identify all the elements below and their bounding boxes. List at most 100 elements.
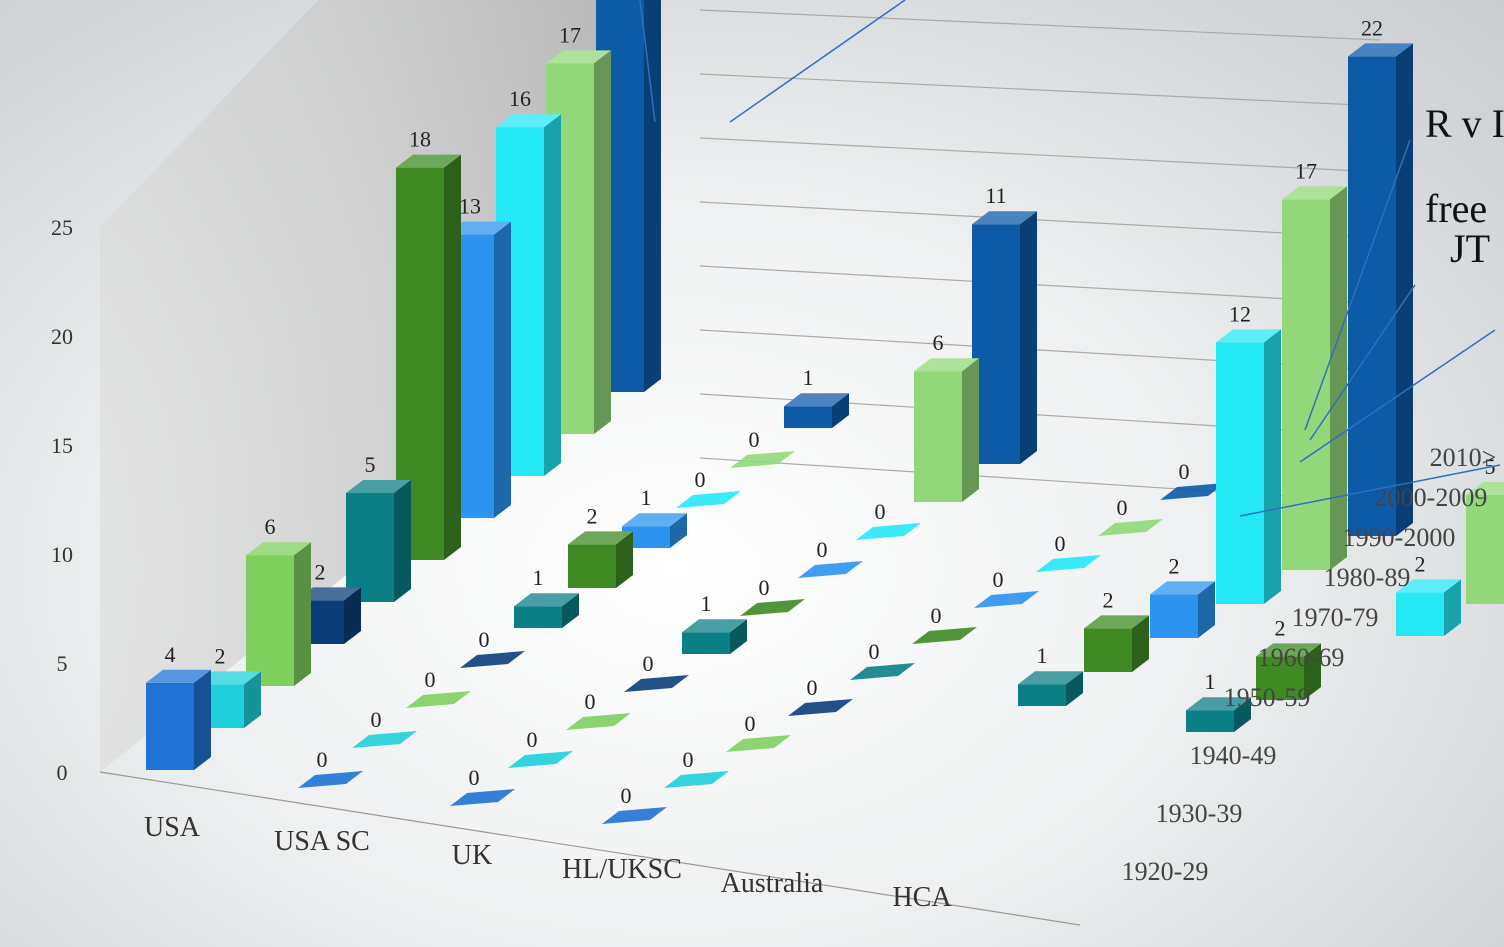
series-label: 2000-2009 [1375,483,1488,512]
data-label: 0 [371,707,382,732]
data-label: 2 [1415,551,1426,576]
gridline [699,73,1381,107]
data-label: 0 [585,689,596,714]
bar-1960-69-HL/UKSC [850,663,915,680]
data-label: 0 [807,675,818,700]
data-label: 4 [165,642,176,667]
bar-1990-2000-UK [856,523,921,540]
data-label: 2 [1103,587,1114,612]
leader-line [729,0,906,123]
data-label: 6 [933,330,944,355]
leader-line [639,0,656,123]
data-label: 1 [803,365,814,390]
leader-line [1304,139,1411,431]
data-label: 17 [1295,158,1317,183]
bar-2000-2009-HCA [1466,482,1504,604]
bar-1930-39-UK [508,751,573,768]
bar-1970-79-HL/UKSC [912,627,977,644]
category-label: USA SC [274,826,370,857]
category-label: HL/UKSC [562,854,682,885]
gridlines [99,9,1381,926]
bar-1980-89-USA SC [622,513,687,548]
data-label: 0 [317,747,328,772]
y-tick-label: 20 [51,324,73,349]
bar-1950-59-UK [624,675,689,692]
series-label: 1980-89 [1324,563,1411,592]
y-tick-label: 5 [57,651,68,676]
bar-1990-2000-USA SC [676,491,741,508]
y-tick-label: 15 [51,433,73,458]
bar-2000-2009-USA SC [730,451,795,468]
data-label: 0 [1055,531,1066,556]
data-label: 5 [365,452,376,477]
data-label: 18 [409,127,431,152]
data-label: 6 [265,514,276,539]
data-label: 0 [817,537,828,562]
data-label: 0 [759,575,770,600]
annotation-text: free [1425,186,1487,231]
data-label: 13 [459,194,481,219]
data-label: 0 [1117,495,1128,520]
data-label: 0 [425,667,436,692]
bar-1920-29-HL/UKSC [602,807,667,824]
labels-layer: 1811102221706017516000122131002182002251… [165,15,1496,808]
data-label: 0 [1179,459,1190,484]
y-axis: 0 5 10 15 20 25 [51,215,73,785]
data-label: 1 [533,565,544,590]
data-label: 0 [875,499,886,524]
data-label: 0 [643,651,654,676]
bar-1990-2000-HCA [1396,579,1461,636]
bar-1970-79-USA SC [568,531,633,588]
annotation-text: JT [1450,226,1490,271]
bar-1970-79-HCA [1256,643,1321,700]
series-label: 1970-79 [1292,603,1379,632]
bar-2010>-UK [972,211,1037,464]
gridline [699,9,1381,41]
bars-layer [146,0,1504,824]
floor-edge [99,771,1081,926]
data-label: 0 [469,765,480,790]
bar-1980-89-UK [798,561,863,578]
series-label: 1940-49 [1190,741,1277,770]
bar-1970-79-Australia [1084,615,1149,672]
series-label: 1920-29 [1122,857,1209,886]
bar-2000-2009-UK [914,358,979,502]
y-tick-label: 25 [51,215,73,240]
series-label: 1930-39 [1156,799,1243,828]
data-label: 0 [749,427,760,452]
bar-2010>-HL/UKSC [1160,483,1225,500]
bar-1950-59-HL/UKSC [788,699,853,716]
data-label: 0 [621,783,632,808]
bar-1950-59-USA SC [460,651,525,668]
data-label: 22 [1361,15,1383,40]
data-label: 0 [869,639,880,664]
bar-2010>-Australia [1348,43,1413,537]
bar-1990-2000-Australia [1216,329,1281,604]
series-label: 1990-2000 [1343,523,1456,552]
bar-1980-89-Australia [1150,581,1215,638]
bar-2010>-USA SC [784,393,849,428]
data-label: 2 [1275,615,1286,640]
annotation-text: R v I [1425,101,1504,146]
data-label: 1 [1037,643,1048,668]
category-axis: USA USA SC UK HL/UKSC Australia HCA [144,812,952,913]
wall-panel [100,0,600,772]
series-label: 1960-69 [1258,643,1345,672]
bar-1920-29-USA [146,669,211,770]
data-label: 12 [1229,301,1251,326]
gridline [699,137,1381,173]
bar-1920-29-UK [450,789,515,806]
bar-1940-49-USA [246,542,311,686]
y-tick-label: 0 [57,760,68,785]
bar-1970-79-UK [740,599,805,616]
data-label: 1 [701,591,712,616]
data-label: 0 [695,467,706,492]
data-label: 16 [509,86,531,111]
bar-1980-89-HL/UKSC [974,591,1039,608]
bar-1960-69-UK [682,619,747,654]
bar-2000-2009-Australia [1282,186,1347,570]
leader-line [1309,284,1416,441]
bar-1940-49-UK [566,713,631,730]
back-wall [100,0,600,772]
